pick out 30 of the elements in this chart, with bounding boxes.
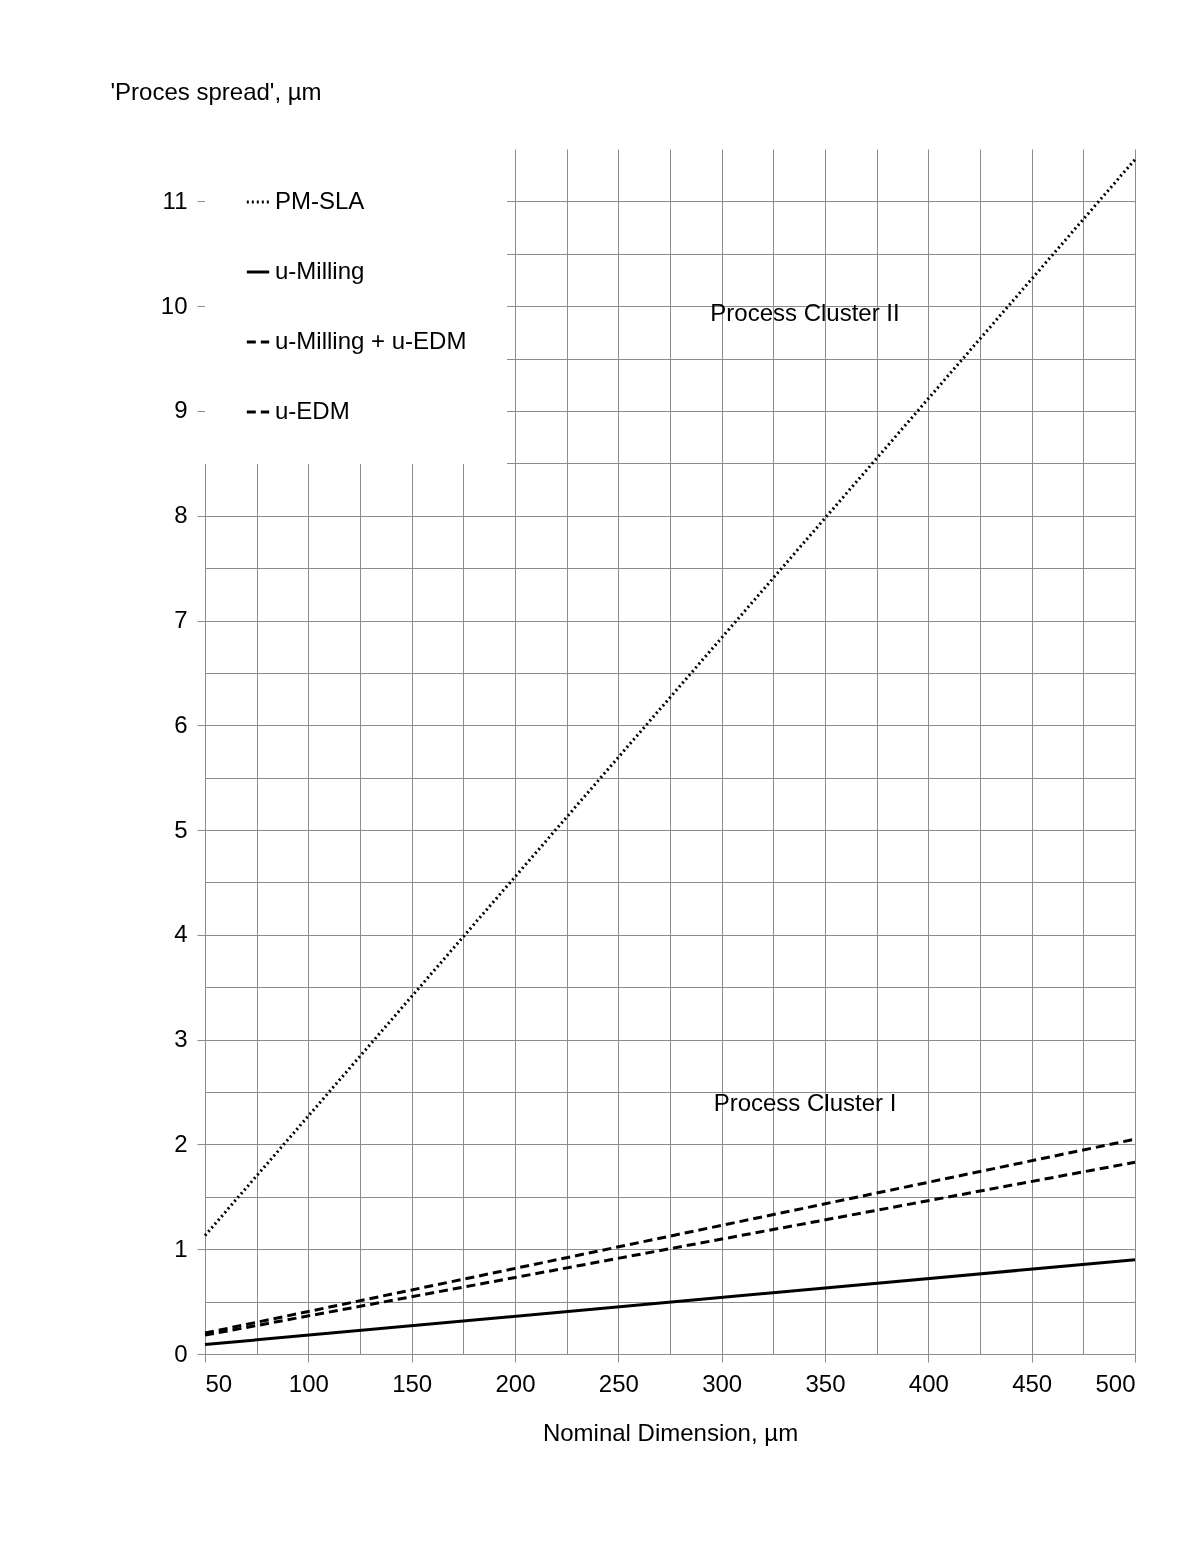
x-tick-label: 350 [805,1369,846,1397]
legend-label: u-Milling [275,257,365,284]
x-tick-label: 400 [908,1369,949,1397]
y-axis-title: 'Proces spread', µm [110,77,322,105]
x-tick-label: 500 [1095,1369,1136,1397]
y-tick-label: 11 [162,186,188,214]
annotation: Process Cluster I [713,1089,897,1116]
x-tick-label: 300 [702,1369,743,1397]
legend-label: PM-SLA [275,187,365,214]
x-tick-label: 200 [495,1369,536,1397]
x-axis-title: Nominal Dimension, µm [542,1418,799,1446]
y-tick-label: 4 [174,920,188,948]
y-tick-label: 1 [174,1234,188,1262]
legend-label: u-EDM [275,397,350,424]
y-tick-label: 0 [174,1339,188,1367]
x-tick-label: 100 [288,1369,329,1397]
legend-label: u-Milling + u-EDM [275,327,467,354]
y-tick-label: 5 [174,815,188,843]
x-tick-label: 50 [205,1369,233,1397]
y-tick-label: 8 [174,501,188,529]
y-tick-label: 10 [160,291,188,319]
y-tick-label: 6 [174,710,188,738]
y-tick-label: 9 [174,396,188,424]
x-tick-label: 450 [1012,1369,1053,1397]
x-tick-label: 250 [598,1369,639,1397]
y-tick-label: 7 [174,606,188,634]
y-tick-label: 3 [174,1025,188,1053]
x-tick-label: 150 [392,1369,433,1397]
annotation: Process Cluster II [710,299,900,326]
y-tick-label: 2 [174,1129,188,1157]
